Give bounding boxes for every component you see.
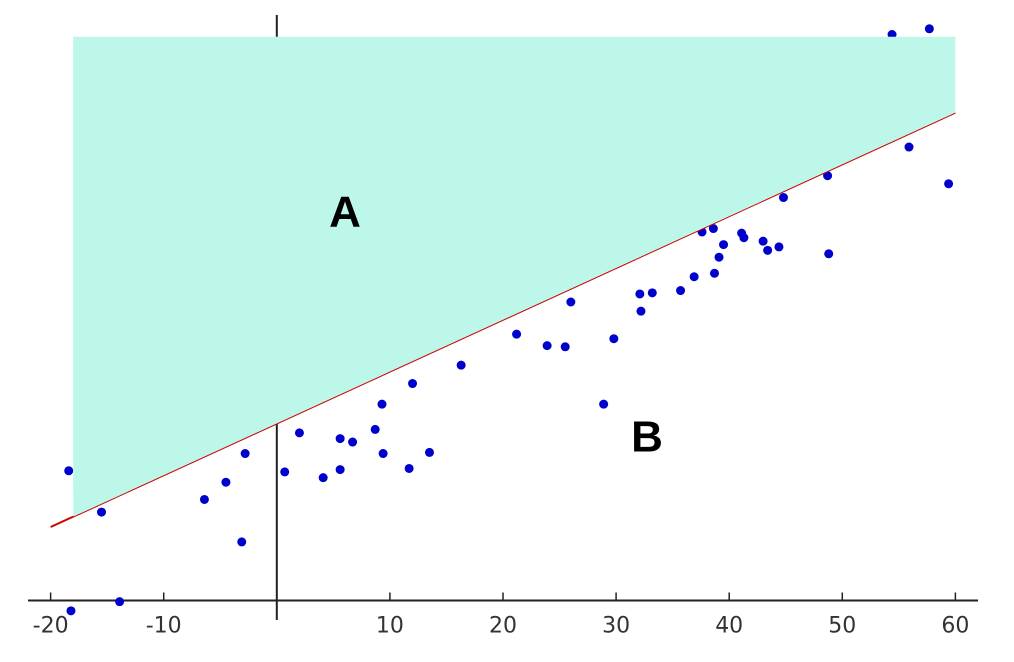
point xyxy=(456,360,466,370)
point xyxy=(887,30,897,40)
x-tick-label: -10 xyxy=(146,613,182,638)
point xyxy=(280,467,290,477)
point xyxy=(904,142,914,152)
point xyxy=(318,473,328,483)
region-a xyxy=(73,36,956,517)
point xyxy=(944,179,954,189)
x-tick-label: 50 xyxy=(828,613,856,638)
region-label: B xyxy=(631,413,663,462)
point xyxy=(335,465,345,475)
point xyxy=(199,494,209,504)
point xyxy=(739,233,749,243)
point xyxy=(647,288,657,298)
point xyxy=(823,171,833,181)
point xyxy=(294,428,304,438)
region-label: A xyxy=(329,188,361,237)
point xyxy=(774,242,784,252)
point xyxy=(64,466,74,476)
point xyxy=(778,193,788,203)
point xyxy=(560,342,570,352)
x-tick-label: -20 xyxy=(33,613,69,638)
point xyxy=(719,240,729,250)
point xyxy=(97,507,107,517)
x-tick-label: 30 xyxy=(602,613,630,638)
point xyxy=(689,272,699,282)
point xyxy=(377,399,387,409)
point xyxy=(115,597,125,607)
point xyxy=(542,341,552,351)
point xyxy=(335,434,345,444)
point xyxy=(599,399,609,409)
point xyxy=(424,447,434,457)
point xyxy=(824,249,834,259)
point xyxy=(240,449,250,459)
point xyxy=(512,329,522,339)
point xyxy=(676,286,686,296)
x-tick-label: 40 xyxy=(715,613,743,638)
point xyxy=(708,224,718,234)
point xyxy=(404,463,414,473)
point xyxy=(221,477,231,487)
point xyxy=(370,424,380,434)
point xyxy=(924,24,934,34)
point xyxy=(566,297,576,307)
point xyxy=(709,268,719,278)
point xyxy=(237,537,247,547)
point xyxy=(763,245,773,255)
point xyxy=(636,306,646,316)
point xyxy=(66,606,76,616)
point xyxy=(378,449,388,459)
x-tick-label: 60 xyxy=(941,613,969,638)
point xyxy=(408,379,418,389)
x-tick-label: 20 xyxy=(489,613,517,638)
point xyxy=(609,334,619,344)
point xyxy=(758,236,768,246)
point xyxy=(635,289,645,299)
x-tick-label: 10 xyxy=(376,613,404,638)
point xyxy=(714,252,724,262)
point xyxy=(348,437,358,447)
